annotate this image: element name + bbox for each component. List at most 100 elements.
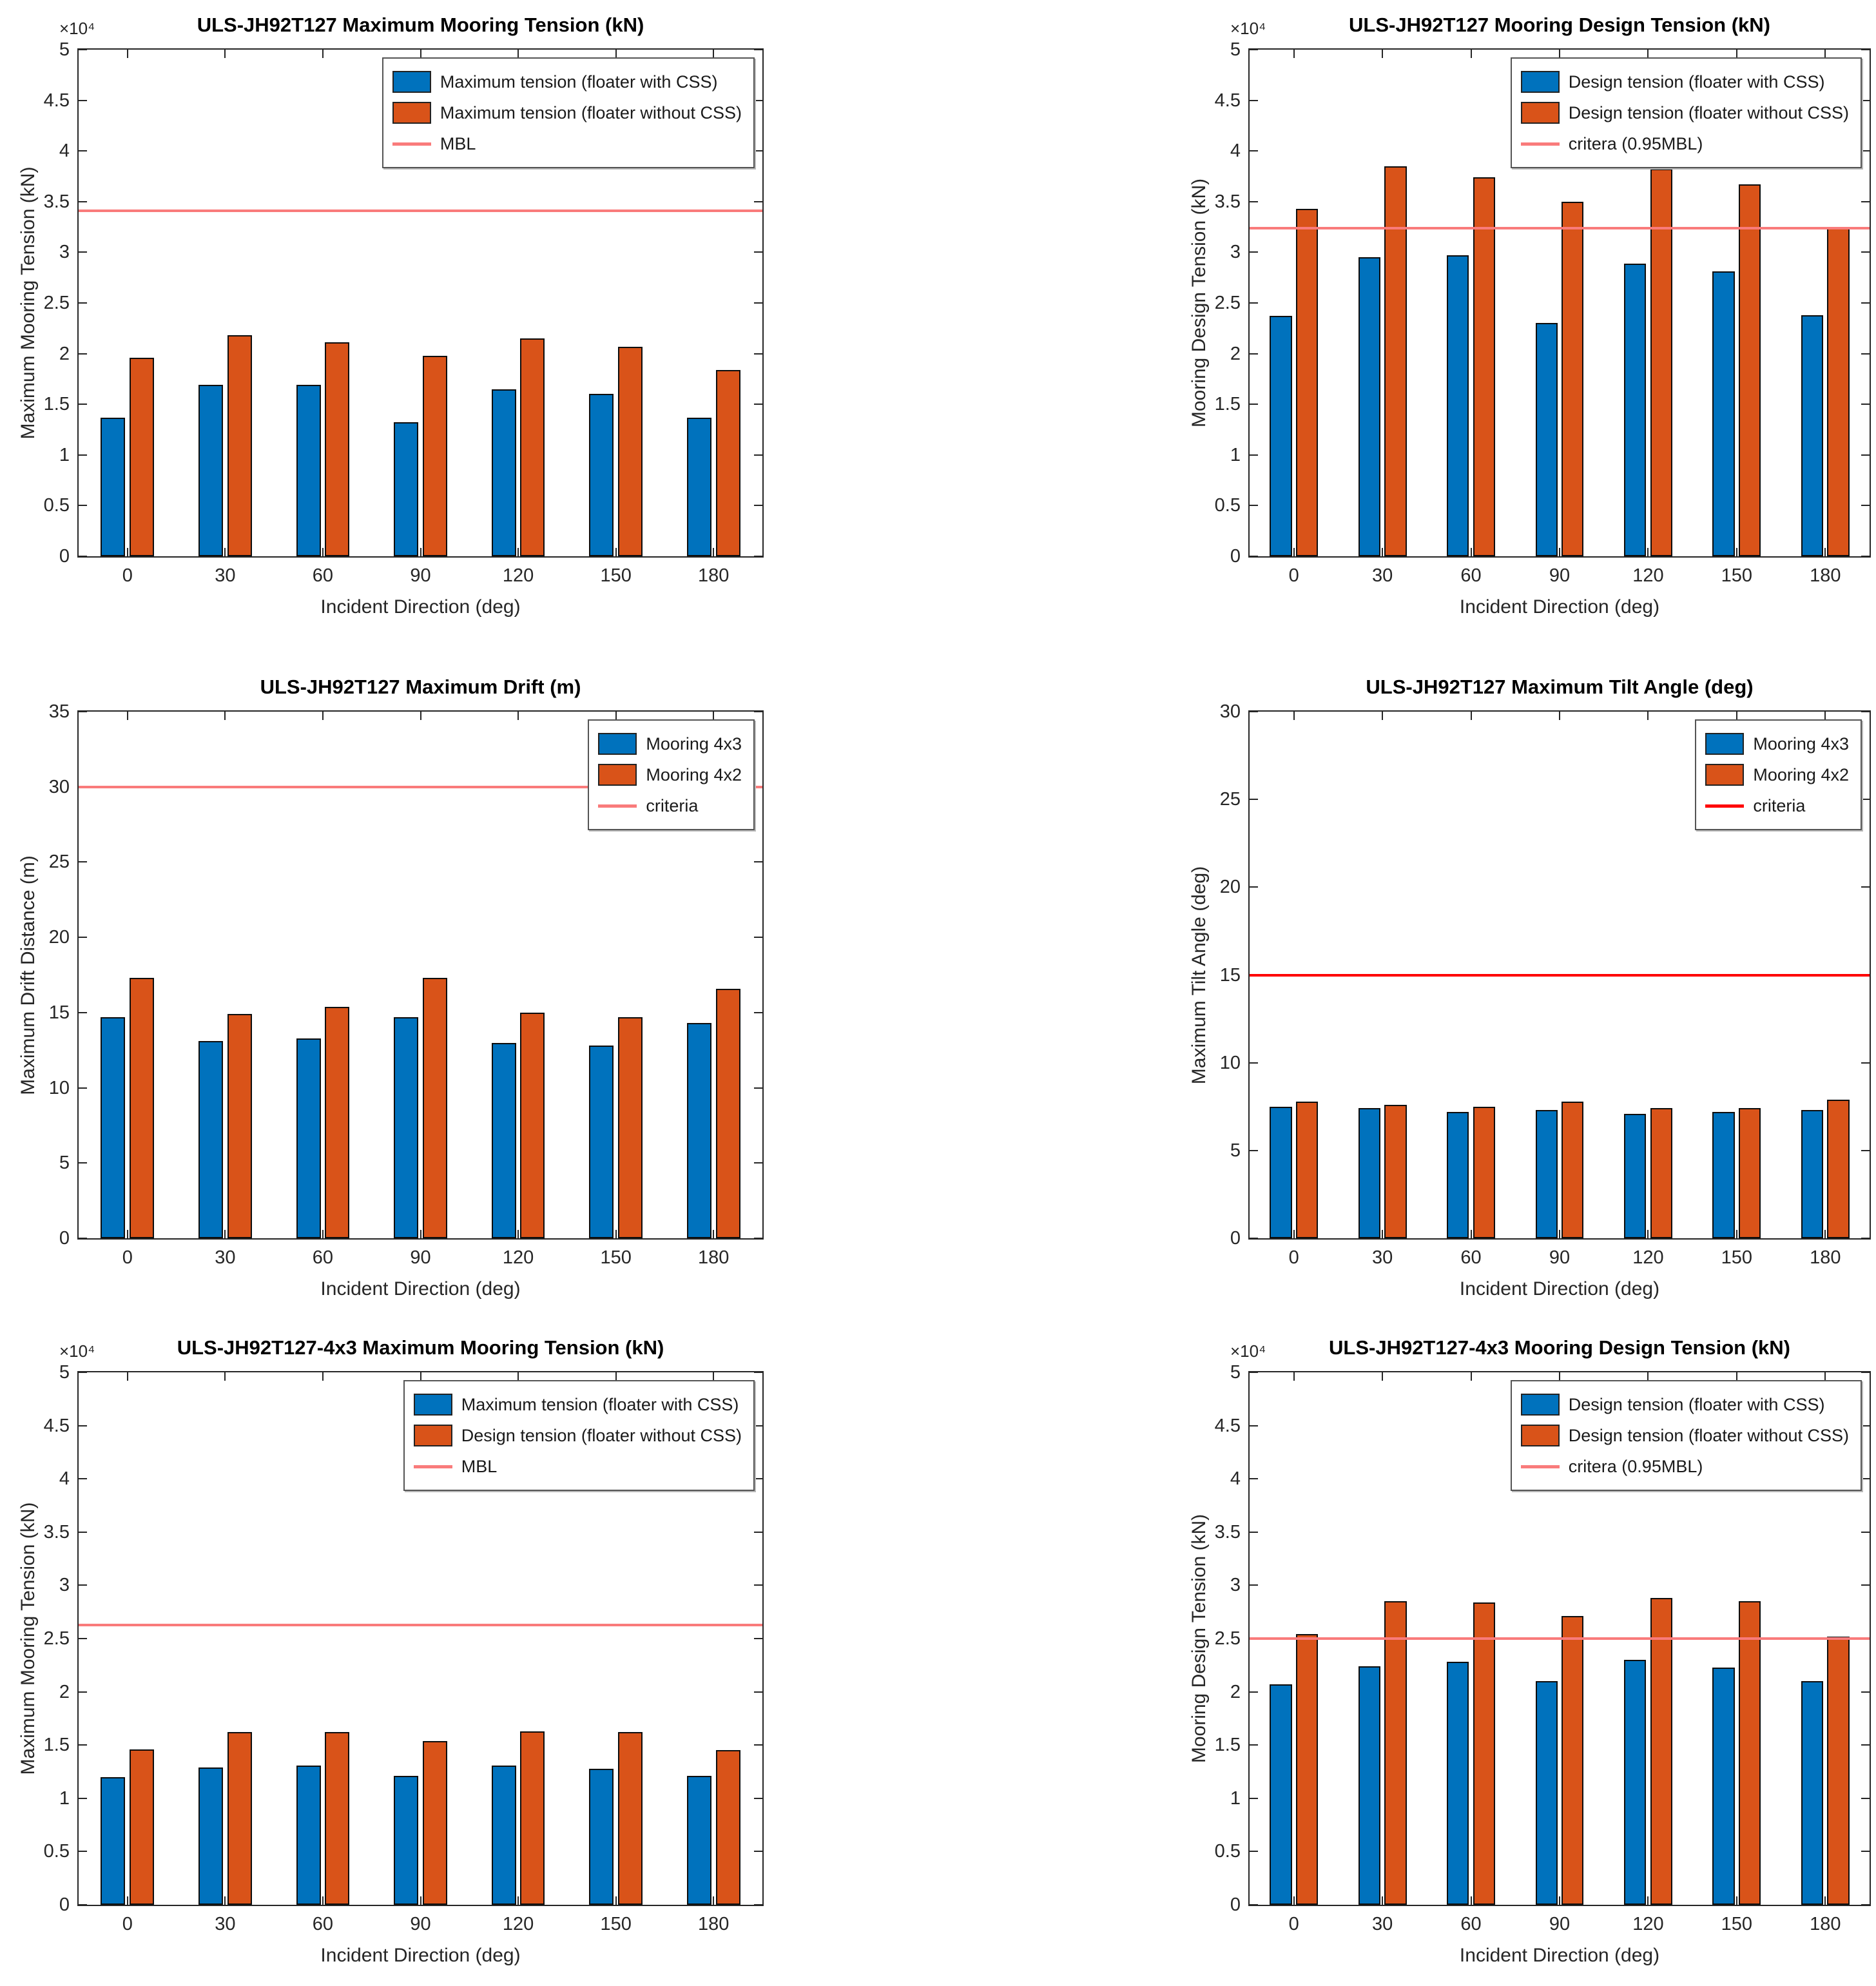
reference-line <box>1250 973 1870 977</box>
bar-orange <box>618 346 643 556</box>
y-tick-label: 4.5 <box>1214 90 1241 111</box>
blue-swatch-icon <box>392 71 431 93</box>
bar-blue <box>1270 316 1292 556</box>
bar-orange <box>1384 1105 1407 1238</box>
y-tick <box>754 711 762 712</box>
y-tick-label: 0.5 <box>1214 495 1241 516</box>
x-tick-label: 150 <box>600 1247 632 1268</box>
x-tick <box>322 50 324 58</box>
x-tick <box>126 1372 128 1381</box>
x-tick-label: 180 <box>698 1914 730 1934</box>
x-tick-label: 30 <box>1372 565 1393 586</box>
x-tick <box>126 712 128 720</box>
x-tick-label: 120 <box>1632 565 1664 586</box>
y-tick-label: 30 <box>48 776 70 797</box>
bar-blue <box>1358 257 1381 556</box>
y-tick <box>1861 1584 1870 1586</box>
y-tick <box>1250 1372 1258 1373</box>
bar-blue <box>1270 1684 1292 1905</box>
bar-blue <box>1535 1681 1558 1905</box>
y-tick <box>79 49 87 50</box>
y-axis-multiplier: ×10⁴ <box>59 1341 95 1361</box>
y-tick <box>754 1425 762 1426</box>
x-tick-label: 150 <box>1721 1914 1753 1934</box>
y-tick <box>1250 1851 1258 1853</box>
x-tick <box>713 1372 715 1381</box>
y-tick <box>79 99 87 101</box>
y-tick <box>1861 49 1870 50</box>
y-tick <box>1861 404 1870 405</box>
x-tick <box>1470 50 1472 58</box>
plot-area: ULS-JH92T127-4x3 Mooring Design Tension … <box>1188 1336 1871 1966</box>
x-tick <box>1382 1372 1384 1381</box>
y-tick <box>754 1904 762 1905</box>
x-tick <box>1382 548 1384 556</box>
bar-blue <box>491 389 516 556</box>
y-tick <box>754 251 762 253</box>
y-axis-multiplier: ×10⁴ <box>59 19 95 38</box>
y-tick <box>1861 353 1870 355</box>
reference-line <box>79 209 762 212</box>
bar-blue <box>1712 271 1735 556</box>
y-tick <box>1861 799 1870 801</box>
y-tick <box>1250 711 1258 712</box>
y-tick <box>79 937 87 939</box>
y-tick <box>79 1531 87 1533</box>
y-tick <box>754 1238 762 1239</box>
x-tick <box>1382 712 1384 720</box>
x-axis-label: Incident Direction (deg) <box>1459 1278 1660 1300</box>
y-tick <box>754 1851 762 1853</box>
bar-orange <box>618 1732 643 1905</box>
x-tick-label: 120 <box>502 565 534 586</box>
x-tick-label: 30 <box>215 1914 236 1934</box>
bar-blue <box>1801 1681 1824 1905</box>
y-tick <box>79 1904 87 1905</box>
bar-orange <box>1473 1106 1495 1238</box>
y-tick-label: 4 <box>59 1468 70 1490</box>
legend-item: Design tension (floater with CSS) <box>1520 66 1849 97</box>
chart-title: ULS-JH92T127-4x3 Maximum Mooring Tension… <box>177 1336 664 1359</box>
y-tick-label: 4 <box>59 141 70 162</box>
legend-item: Maximum tension (floater with CSS) <box>392 66 742 97</box>
y-tick <box>1861 556 1870 557</box>
y-tick-label: 3.5 <box>1214 1521 1241 1543</box>
blue-swatch-icon <box>1705 733 1745 755</box>
x-tick <box>1736 1372 1737 1381</box>
y-tick <box>1250 1531 1258 1533</box>
chart-title: ULS-JH92T127 Maximum Drift (m) <box>260 676 581 698</box>
blue-swatch-icon <box>1520 1394 1560 1416</box>
x-tick <box>224 50 226 58</box>
x-axis-label: Incident Direction (deg) <box>1459 1945 1660 1966</box>
y-tick-label: 2.5 <box>43 1628 70 1649</box>
bar-blue <box>1447 255 1469 556</box>
reference-line-swatch-icon <box>1520 142 1560 146</box>
y-tick <box>754 1584 762 1586</box>
y-tick <box>1250 404 1258 405</box>
x-tick <box>1470 1896 1472 1905</box>
y-tick-label: 15 <box>1219 964 1241 986</box>
legend-label: Design tension (floater without CSS) <box>1568 1425 1849 1445</box>
y-tick-label: 5 <box>1230 1362 1241 1383</box>
x-tick <box>1559 1372 1560 1381</box>
x-axis-label: Incident Direction (deg) <box>320 596 521 618</box>
reference-line-swatch-icon <box>1705 804 1745 808</box>
y-tick <box>754 1372 762 1373</box>
y-tick <box>1250 886 1258 888</box>
chart-title: ULS-JH92T127 Maximum Tilt Angle (deg) <box>1366 676 1754 698</box>
y-tick-label: 3 <box>59 1575 70 1596</box>
bar-orange <box>715 988 740 1238</box>
x-tick <box>1824 50 1826 58</box>
x-tick <box>1293 50 1295 58</box>
x-tick <box>1736 712 1737 720</box>
x-tick <box>322 1230 324 1238</box>
x-tick <box>713 1896 715 1905</box>
bar-blue <box>198 385 223 556</box>
bar-blue <box>491 1765 516 1905</box>
x-tick <box>224 1230 226 1238</box>
y-tick <box>79 505 87 507</box>
orange-swatch-icon <box>1520 102 1560 124</box>
y-tick <box>79 1425 87 1426</box>
y-tick-label: 30 <box>1219 701 1241 722</box>
reference-line-swatch-icon <box>1520 1465 1560 1468</box>
x-tick <box>1647 712 1649 720</box>
